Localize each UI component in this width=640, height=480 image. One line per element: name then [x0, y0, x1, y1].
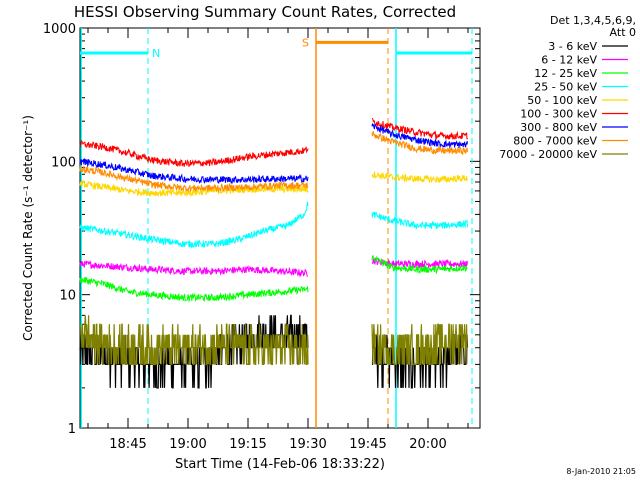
series-line [371, 323, 468, 365]
plot-area: NS [79, 28, 473, 428]
y-axis: 1 10 100 1000 [43, 22, 480, 437]
legend-entry-label: 100 - 300 keV [520, 108, 597, 121]
y-tick-label: 10 [59, 289, 76, 304]
legend-entry-label: 800 - 7000 keV [513, 135, 597, 148]
series-line [79, 179, 309, 198]
x-tick-label: 19:45 [349, 437, 386, 452]
series-line [79, 315, 309, 365]
footer-timestamp: 8-Jan-2010 21:05 [566, 467, 636, 476]
legend-header: Att 0 [610, 26, 636, 39]
y-axis-label: Corrected Count Rate (s⁻¹ detector⁻¹) [21, 115, 35, 341]
legend-entry-label: 25 - 50 keV [534, 81, 597, 94]
series-line [371, 130, 468, 156]
x-tick-label: 19:15 [229, 437, 266, 452]
chart-title: HESSI Observing Summary Count Rates, Cor… [74, 3, 456, 21]
x-axis-label: Start Time (14-Feb-06 18:33:22) [175, 457, 385, 472]
x-tick-label: 19:30 [289, 437, 326, 452]
series-line [79, 201, 309, 249]
series-line [371, 255, 468, 275]
legend-entry-label: 3 - 6 keV [548, 40, 597, 53]
x-axis: 18:45 19:00 19:15 19:30 19:45 20:00 [87, 28, 469, 452]
series-line [372, 118, 468, 141]
series-line [371, 257, 468, 270]
legend-entry-label: 300 - 800 keV [520, 121, 597, 134]
series-line [371, 211, 468, 230]
series-line [371, 171, 468, 184]
legend-entry-label: 50 - 100 keV [527, 94, 597, 107]
legend-entry-label: 7000 - 20000 keV [499, 148, 597, 161]
series-line [79, 276, 309, 303]
x-tick-label: 18:45 [109, 437, 146, 452]
y-tick-label: 1000 [43, 22, 76, 37]
series-line [79, 158, 309, 185]
x-tick-label: 20:00 [409, 437, 446, 452]
legend-entry-label: 12 - 25 keV [534, 67, 597, 80]
flag-label: N [152, 47, 160, 60]
series-line [79, 140, 309, 167]
flag-label: S [302, 36, 309, 49]
legend-header: Det 1,3,4,5,6,9, [550, 14, 636, 27]
y-tick-label: 1 [68, 422, 76, 437]
x-tick-label: 19:00 [169, 437, 206, 452]
series-line [371, 123, 468, 149]
y-tick-label: 100 [51, 155, 76, 170]
legend-entry-label: 6 - 12 keV [541, 54, 597, 67]
series-line [79, 259, 308, 278]
series-line [79, 164, 309, 193]
